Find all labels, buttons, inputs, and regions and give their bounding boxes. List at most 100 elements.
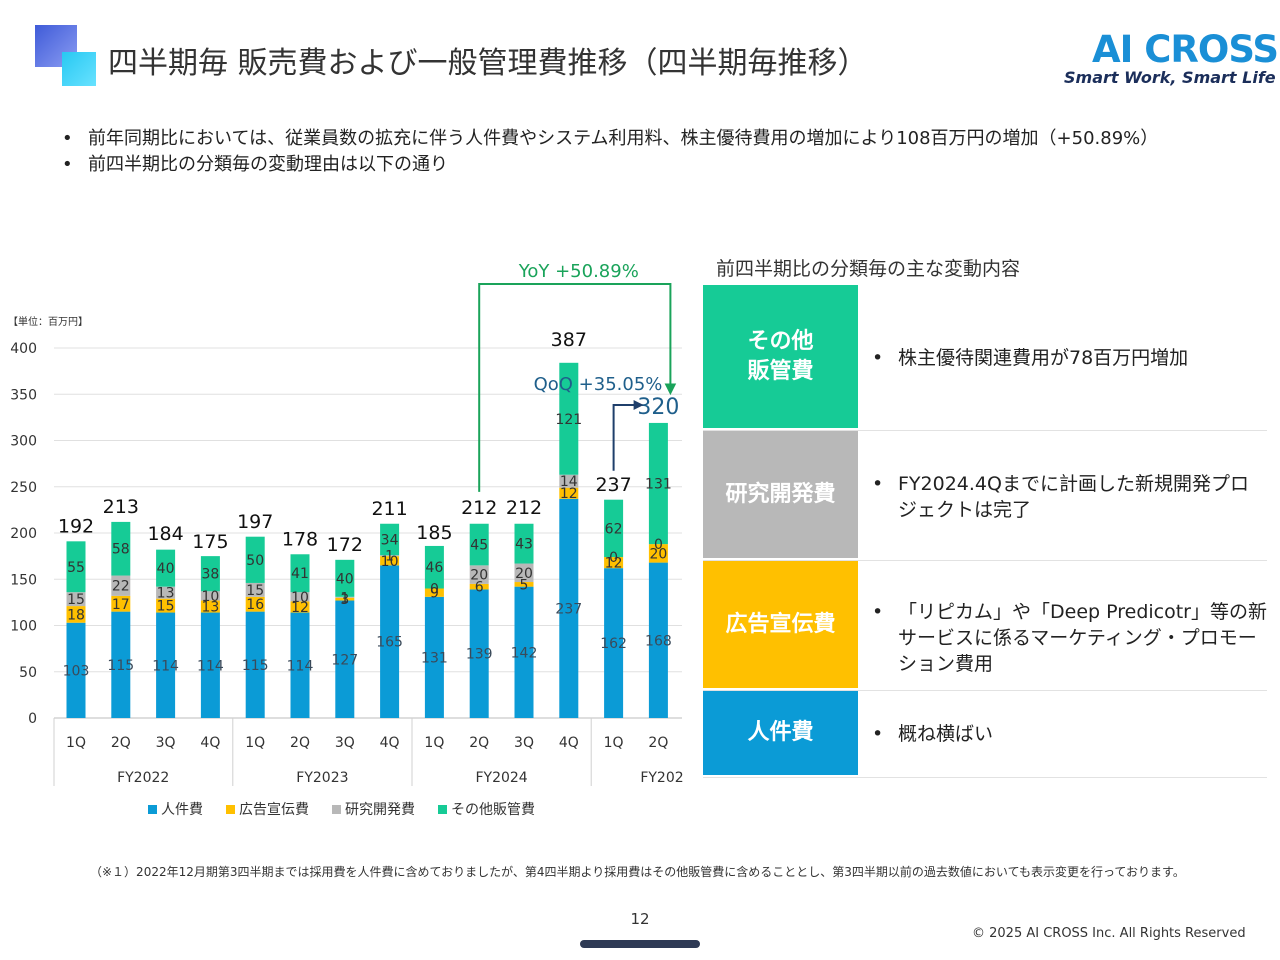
sga-stacked-bar-chart: 【単位：百万円】05010015020025030035040010318155… xyxy=(8,261,684,818)
segment-label-3-7: 34 xyxy=(381,532,399,548)
legend-label-2: 研究開発費 xyxy=(345,802,415,818)
bar-segment-0-13 xyxy=(648,562,668,718)
segment-label-0-6: 127 xyxy=(331,652,358,668)
segment-label-3-5: 41 xyxy=(291,566,309,582)
category-change-table: その他 販管費 株主優待関連費用が78百万円増加 研究開発費 FY2024.4Q… xyxy=(703,285,1267,778)
segment-label-3-12: 62 xyxy=(605,521,623,537)
legend-swatch-3 xyxy=(438,805,447,814)
segment-label-1-9: 6 xyxy=(475,580,484,596)
segment-label-2-10: 20 xyxy=(515,566,533,582)
x-tick-label-6: 3Q xyxy=(335,735,355,751)
x-tick-label-5: 2Q xyxy=(290,735,310,751)
segment-label-2-2: 13 xyxy=(157,586,175,602)
segment-label-3-9: 45 xyxy=(470,538,488,554)
segment-label-1-1: 17 xyxy=(112,597,130,613)
segment-label-0-0: 103 xyxy=(63,663,90,679)
segment-label-2-3: 10 xyxy=(201,589,219,605)
qoq-arrowhead xyxy=(633,400,644,410)
bar-segment-3-6 xyxy=(335,559,355,597)
segment-label-2-4: 15 xyxy=(246,583,264,599)
category-row-jinken: 人件費 概ね横ばい xyxy=(703,691,1267,778)
total-label-8: 185 xyxy=(416,522,452,544)
total-label-10: 212 xyxy=(506,497,542,519)
y-tick-label-300: 300 xyxy=(10,434,37,450)
segment-label-2-13: 0 xyxy=(654,537,663,553)
bar-segment-2-11 xyxy=(559,474,579,488)
segment-label-1-4: 16 xyxy=(246,597,264,613)
total-label-2: 184 xyxy=(147,523,183,545)
yoy-annotation: YoY +50.89% xyxy=(518,261,639,282)
bar-segment-3-4 xyxy=(245,536,265,583)
footnote: （※１）2022年12月期第3四半期までは採用費を人件費に含めておりましたが、第… xyxy=(90,865,1185,879)
logo-tagline: Smart Work, Smart Life xyxy=(1064,68,1276,87)
segment-label-1-13: 20 xyxy=(649,546,667,562)
segment-label-1-7: 10 xyxy=(381,554,399,570)
bar-segment-2-2 xyxy=(156,586,176,599)
bar-segment-2-5 xyxy=(290,592,310,602)
bar-segment-0-1 xyxy=(111,611,131,718)
total-label-3: 175 xyxy=(192,531,228,553)
total-label-5: 178 xyxy=(282,528,318,550)
group-label-0: FY2022 xyxy=(117,770,169,786)
bar-segment-1-3 xyxy=(200,600,220,613)
x-tick-label-12: 1Q xyxy=(604,735,624,751)
page-title: 四半期毎 販売費および一般管理費推移（四半期毎推移） xyxy=(108,46,868,81)
legend-label-3: その他販管費 xyxy=(451,802,535,818)
bar-segment-2-4 xyxy=(245,582,265,597)
bar-segment-2-0 xyxy=(66,592,86,607)
segment-label-2-9: 20 xyxy=(470,568,488,584)
y-tick-label-150: 150 xyxy=(10,572,37,588)
bar-segment-0-0 xyxy=(66,622,86,718)
bar-segment-1-0 xyxy=(66,606,86,623)
yoy-connector xyxy=(478,283,672,492)
segment-label-2-0: 15 xyxy=(67,592,85,608)
copyright: © 2025 AI CROSS Inc. All Rights Reserved xyxy=(972,926,1246,941)
total-label-13: 320 xyxy=(637,395,679,420)
bar-segment-3-1 xyxy=(111,521,131,576)
segment-label-3-11: 121 xyxy=(555,412,582,428)
bar-segment-2-6 xyxy=(335,596,355,598)
bar-segment-1-5 xyxy=(290,601,310,613)
logo-wordmark: AI CROSS xyxy=(1092,28,1279,71)
category-row-sonota: その他 販管費 株主優待関連費用が78百万円増加 xyxy=(703,285,1267,431)
bar-segment-0-3 xyxy=(200,612,220,718)
bar-segment-0-11 xyxy=(559,498,579,718)
segment-label-1-0: 18 xyxy=(67,607,85,623)
y-tick-label-200: 200 xyxy=(10,526,37,542)
category-label-jinken: 人件費 xyxy=(703,691,858,777)
bar-segment-1-6 xyxy=(335,597,355,601)
segment-label-2-11: 14 xyxy=(560,474,578,490)
total-label-7: 211 xyxy=(371,498,407,520)
bar-segment-2-10 xyxy=(514,563,534,583)
x-tick-label-7: 4Q xyxy=(380,735,400,751)
bar-segment-3-5 xyxy=(290,554,310,593)
legend-label-1: 広告宣伝費 xyxy=(239,802,309,818)
category-desc-kenkyu: FY2024.4Qまでに計画した新規開発プロジェクトは完了 xyxy=(858,431,1267,560)
summary-bullets: 前年同期比においては、従業員数の拡充に伴う人件費やシステム利用料、株主優待費用の… xyxy=(62,126,1158,178)
segment-label-2-7: 1 xyxy=(385,549,394,565)
segment-label-2-1: 22 xyxy=(112,579,130,595)
bar-segment-3-10 xyxy=(514,523,534,564)
y-tick-label-250: 250 xyxy=(10,480,37,496)
y-tick-label-0: 0 xyxy=(28,711,37,727)
bar-segment-1-2 xyxy=(156,598,176,613)
total-label-0: 192 xyxy=(58,515,94,537)
bar-segment-3-3 xyxy=(200,556,220,592)
segment-label-0-8: 131 xyxy=(421,650,448,666)
bar-segment-1-1 xyxy=(111,595,131,612)
bar-segment-3-7 xyxy=(380,523,400,556)
category-row-koukoku: 広告宣伝費 「リピカム」や「Deep Predicotr」等の新サービスに係るマ… xyxy=(703,561,1267,691)
category-row-kenkyu: 研究開発費 FY2024.4Qまでに計画した新規開発プロジェクトは完了 xyxy=(703,431,1267,561)
segment-label-1-8: 9 xyxy=(430,586,439,602)
bar-segment-2-9 xyxy=(469,565,489,584)
bar-segment-0-10 xyxy=(514,586,534,718)
bar-segment-1-8 xyxy=(424,588,444,597)
segment-label-3-8: 46 xyxy=(425,560,443,576)
segment-label-2-8: 0 xyxy=(430,582,439,598)
total-label-9: 212 xyxy=(461,497,497,519)
segment-label-3-2: 40 xyxy=(157,561,175,577)
chart-unit-label: 【単位：百万円】 xyxy=(8,315,88,328)
yoy-arrowhead xyxy=(664,383,677,396)
legend-swatch-2 xyxy=(332,805,341,814)
bar-segment-0-6 xyxy=(335,600,355,718)
